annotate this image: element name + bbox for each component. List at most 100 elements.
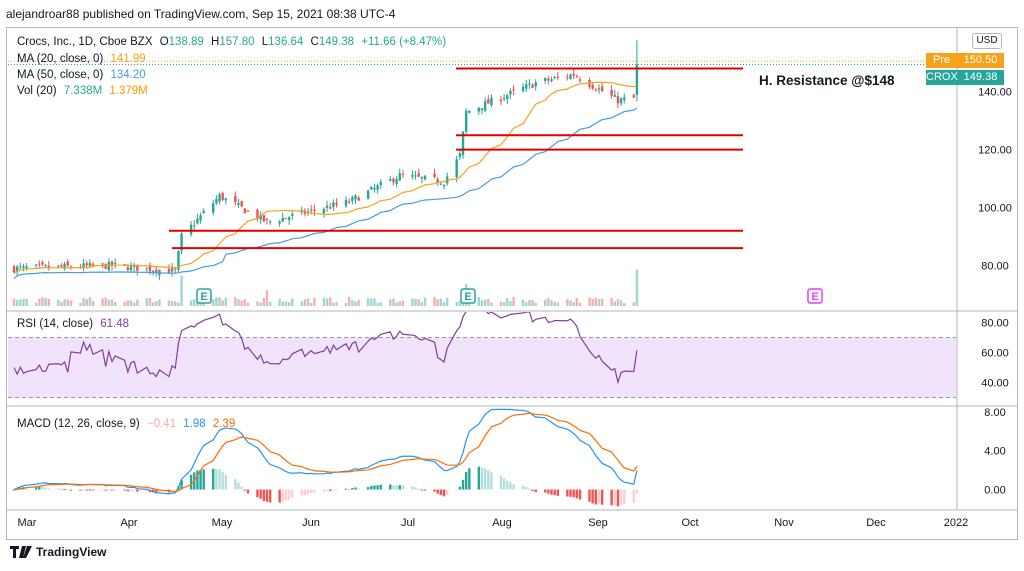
macd-histogram-bar xyxy=(528,488,531,490)
macd-histogram-bar xyxy=(572,489,575,498)
volume-bar xyxy=(344,302,348,306)
candle-body xyxy=(129,265,133,271)
macd-legend[interactable]: MACD (12, 26, close, 9) −0.41 1.98 2.39 xyxy=(17,418,239,430)
candle-body xyxy=(215,198,218,204)
volume-bar xyxy=(57,299,60,306)
macd-histogram-bar xyxy=(588,489,591,502)
candle-body xyxy=(113,262,117,264)
volume-bar xyxy=(417,299,420,306)
volume-bar xyxy=(218,297,221,306)
time-tick-label: Jun xyxy=(302,517,320,529)
macd-histogram-bar xyxy=(509,482,512,490)
resistance-annotation[interactable]: H. Resistance @$148 xyxy=(759,73,895,88)
macd-histogram-bar xyxy=(60,489,63,491)
macd-histogram-bar xyxy=(442,489,446,497)
candle-body xyxy=(442,184,446,187)
macd-tick-label: 8.00 xyxy=(984,407,1005,419)
candle-body xyxy=(502,98,506,100)
candle-body xyxy=(550,79,553,82)
candle-body xyxy=(237,202,240,205)
earnings-marker[interactable]: E xyxy=(196,288,212,304)
currency-button[interactable]: USD xyxy=(972,33,1002,49)
volume-bar xyxy=(506,297,509,306)
macd-histogram-bar xyxy=(265,489,269,502)
ma20-legend[interactable]: MA (20, close, 0) 141.99 xyxy=(17,53,150,65)
rsi-legend[interactable]: RSI (14, close) 61.48 xyxy=(17,318,133,330)
change-value: +11.66 (+8.47%) xyxy=(361,36,447,48)
candle-body xyxy=(268,221,272,223)
earnings-marker[interactable]: E xyxy=(460,288,476,304)
macd-histogram-bar xyxy=(34,486,38,490)
volume-bar xyxy=(588,297,591,306)
macd-histogram-bar xyxy=(113,489,117,491)
volume-bar xyxy=(167,300,171,306)
candle-body xyxy=(313,209,316,211)
candle-body xyxy=(544,78,547,81)
volume-bar xyxy=(436,299,439,306)
candle-body xyxy=(291,213,294,216)
macd-histogram-bar xyxy=(12,489,16,491)
macd-histogram-bar xyxy=(414,487,417,490)
candle-body xyxy=(155,269,158,273)
macd-histogram-bar xyxy=(104,489,107,491)
earnings-marker-box xyxy=(460,288,476,304)
candle-body xyxy=(366,190,370,199)
macd-histogram-bar xyxy=(502,478,506,490)
time-tick-label: Dec xyxy=(866,517,886,529)
price-tick-label: 120.00 xyxy=(978,145,1012,157)
candle-body xyxy=(401,173,405,175)
volume-label: Vol (20) xyxy=(17,85,57,97)
volume-bar xyxy=(477,297,481,306)
volume-legend[interactable]: Vol (20) 7.338M 1.379M xyxy=(17,85,152,97)
macd-histogram-bar xyxy=(395,485,398,490)
symbol-tag-value: 149.38 xyxy=(963,71,998,83)
candle-body xyxy=(556,76,560,78)
chart-frame xyxy=(6,27,1018,540)
volume-bar xyxy=(423,297,427,306)
volume-bar xyxy=(329,297,332,306)
candle-body xyxy=(575,76,579,78)
macd-histogram-bar xyxy=(189,474,193,490)
volume-bar xyxy=(512,297,515,306)
macd-histogram-bar xyxy=(512,484,515,490)
volume-bar xyxy=(287,302,291,306)
ma50-value: 134.20 xyxy=(110,69,146,81)
macd-histogram-bar xyxy=(145,489,148,492)
candle-body xyxy=(610,89,613,96)
candle-body xyxy=(597,88,601,90)
low-value: 136.64 xyxy=(268,36,304,48)
macd-histogram-bar xyxy=(461,479,465,490)
macd-histogram-bar xyxy=(237,482,240,490)
candle-body xyxy=(373,187,376,190)
macd-histogram-bar xyxy=(623,489,626,504)
macd-histogram-bar xyxy=(155,489,158,493)
macd-histogram-bar xyxy=(531,489,534,492)
macd-histogram-bar xyxy=(578,489,582,500)
rsi-band xyxy=(8,337,956,398)
macd-histogram-bar xyxy=(477,466,481,490)
volume-bar xyxy=(534,302,537,306)
macd-histogram-bar xyxy=(287,489,291,500)
ma50-legend[interactable]: MA (50, close, 0) 134.20 xyxy=(17,69,150,81)
volume-bar xyxy=(189,300,193,306)
volume-bar xyxy=(483,299,487,306)
volume-bar xyxy=(401,300,405,306)
candle-body xyxy=(414,175,417,177)
volume-bar xyxy=(132,302,136,306)
volume-bar xyxy=(499,301,503,306)
earnings-marker[interactable]: E xyxy=(807,288,823,304)
macd-histogram-bar xyxy=(420,489,424,491)
candle-body xyxy=(189,224,193,235)
macd-histogram-bar xyxy=(256,489,259,498)
volume-bar xyxy=(104,297,107,306)
macd-histogram-bar xyxy=(224,475,228,490)
pre-label: Pre xyxy=(932,54,951,66)
macd-histogram-bar xyxy=(547,489,550,494)
volume-bar xyxy=(129,300,133,306)
macd-histogram-bar xyxy=(613,489,616,506)
macd-label: MACD (12, 26, close, 9) xyxy=(17,418,140,430)
macd-histogram-bar xyxy=(544,489,547,493)
symbol-title[interactable]: Crocs, Inc., 1D, Cboe BZX xyxy=(17,36,153,48)
macd-histogram-bar xyxy=(218,469,221,490)
